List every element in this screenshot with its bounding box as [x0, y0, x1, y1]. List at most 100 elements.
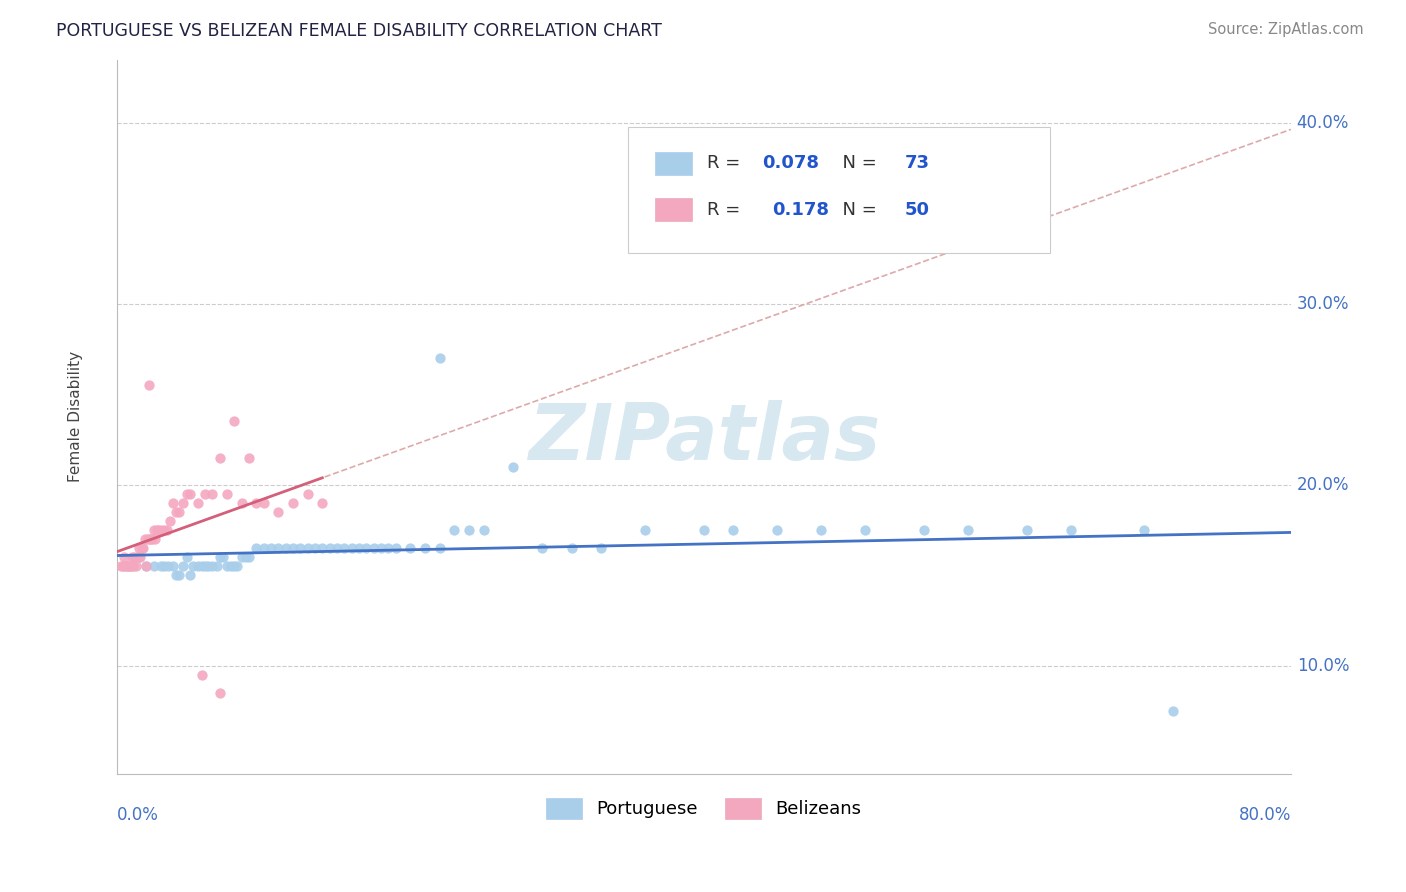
Point: [326, 541, 349, 555]
Point: [429, 541, 451, 555]
Point: [129, 550, 152, 565]
Point: [215, 559, 238, 574]
Point: [224, 414, 246, 428]
Text: 30.0%: 30.0%: [1296, 294, 1350, 313]
Point: [191, 667, 214, 681]
Point: [146, 523, 169, 537]
Point: [135, 559, 157, 574]
Point: [138, 378, 160, 392]
Point: [267, 505, 290, 519]
Point: [318, 541, 340, 555]
Point: [1163, 704, 1185, 718]
Point: [226, 559, 249, 574]
Point: [124, 550, 146, 565]
Text: 0.178: 0.178: [772, 201, 830, 219]
Point: [912, 523, 935, 537]
Point: [179, 487, 201, 501]
Point: [281, 496, 304, 510]
Point: [443, 523, 465, 537]
Point: [1133, 523, 1156, 537]
Point: [187, 496, 209, 510]
Point: [290, 541, 312, 555]
Point: [356, 541, 378, 555]
Point: [128, 550, 150, 565]
Point: [766, 523, 789, 537]
Point: [197, 559, 219, 574]
Point: [235, 550, 257, 565]
Point: [399, 541, 422, 555]
Point: [149, 523, 172, 537]
Point: [142, 559, 165, 574]
Point: [153, 559, 176, 574]
Point: [472, 523, 495, 537]
Point: [370, 541, 392, 555]
Point: [167, 505, 190, 519]
Text: 73: 73: [904, 154, 929, 172]
Point: [165, 568, 187, 582]
Point: [238, 550, 260, 565]
Text: PORTUGUESE VS BELIZEAN FEMALE DISABILITY CORRELATION CHART: PORTUGUESE VS BELIZEAN FEMALE DISABILITY…: [56, 22, 662, 40]
Point: [142, 523, 165, 537]
Point: [172, 496, 194, 510]
Text: 0.078: 0.078: [762, 154, 820, 172]
Point: [224, 559, 246, 574]
Point: [165, 505, 187, 519]
Point: [172, 559, 194, 574]
FancyBboxPatch shape: [655, 152, 692, 175]
Point: [115, 559, 138, 574]
Point: [117, 559, 139, 574]
Point: [502, 459, 524, 474]
Point: [531, 541, 554, 555]
Point: [194, 487, 217, 501]
Point: [132, 541, 155, 555]
Text: N =: N =: [831, 201, 882, 219]
Text: ZIPatlas: ZIPatlas: [527, 401, 880, 476]
Point: [176, 550, 198, 565]
Point: [458, 523, 481, 537]
Point: [384, 541, 406, 555]
Point: [143, 532, 166, 546]
Point: [956, 523, 979, 537]
FancyBboxPatch shape: [655, 198, 692, 221]
Text: Female Disability: Female Disability: [69, 351, 83, 483]
Point: [311, 496, 333, 510]
Point: [120, 559, 142, 574]
Point: [208, 686, 231, 700]
Point: [125, 559, 148, 574]
Point: [561, 541, 583, 555]
Point: [721, 523, 744, 537]
Point: [231, 496, 253, 510]
Point: [187, 559, 209, 574]
Point: [297, 541, 319, 555]
Point: [162, 559, 184, 574]
Point: [121, 559, 143, 574]
Point: [245, 496, 267, 510]
Point: [149, 559, 172, 574]
Point: [1060, 523, 1083, 537]
Point: [211, 550, 233, 565]
Text: R =: R =: [707, 201, 752, 219]
Text: 50: 50: [904, 201, 929, 219]
Point: [114, 559, 136, 574]
Point: [634, 523, 657, 537]
Point: [853, 523, 876, 537]
Point: [304, 541, 326, 555]
Text: 10.0%: 10.0%: [1296, 657, 1350, 674]
Point: [238, 450, 260, 465]
Text: 0.0%: 0.0%: [117, 806, 159, 824]
FancyBboxPatch shape: [627, 128, 1050, 252]
Point: [429, 351, 451, 365]
Text: N =: N =: [831, 154, 882, 172]
Point: [131, 541, 153, 555]
Point: [208, 450, 231, 465]
Point: [267, 541, 290, 555]
Text: Source: ZipAtlas.com: Source: ZipAtlas.com: [1208, 22, 1364, 37]
Point: [111, 559, 134, 574]
Point: [117, 559, 139, 574]
Point: [201, 487, 224, 501]
Point: [139, 532, 162, 546]
Point: [121, 550, 143, 565]
Legend: Portuguese, Belizeans: Portuguese, Belizeans: [538, 790, 869, 826]
Point: [156, 523, 179, 537]
Point: [141, 532, 163, 546]
